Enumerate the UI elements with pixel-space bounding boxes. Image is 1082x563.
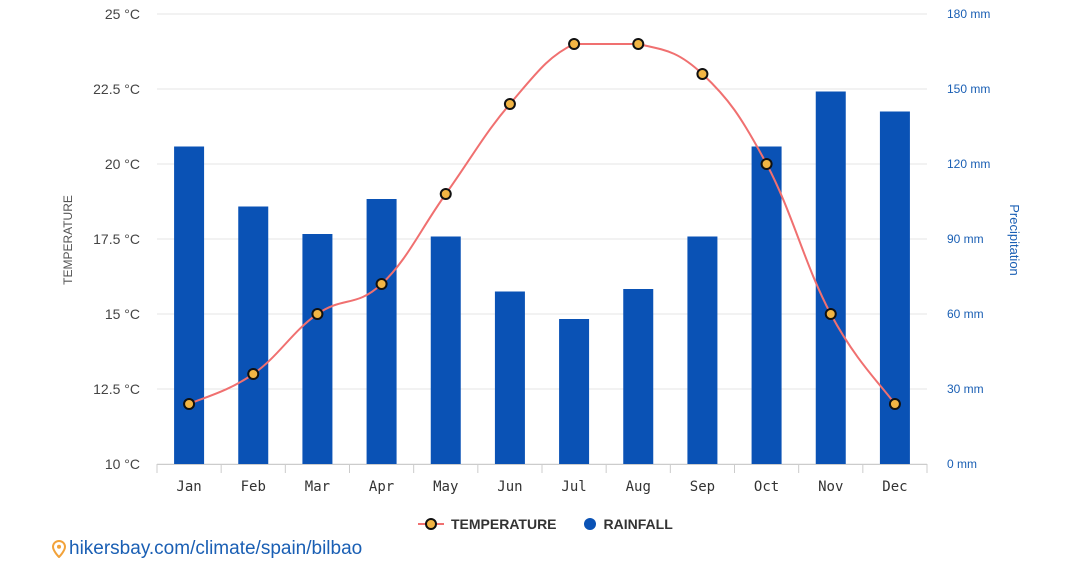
x-tick-label: Nov (818, 479, 843, 495)
x-tick-label: Apr (369, 479, 394, 495)
rainfall-bar[interactable] (623, 289, 654, 464)
x-tick-label: Feb (241, 479, 266, 495)
x-tick-label: Aug (626, 479, 651, 495)
y2-tick-label: 0 mm (947, 457, 977, 471)
y-axis-left-title: TEMPERATURE (61, 195, 75, 285)
rainfall-bar[interactable] (302, 234, 333, 464)
temperature-point[interactable] (824, 308, 837, 320)
x-tick-label: Jun (497, 479, 522, 495)
x-tick-label: Oct (754, 479, 779, 495)
x-tick-label: Mar (305, 479, 330, 495)
rainfall-bar[interactable] (174, 146, 205, 465)
rainfall-bar[interactable] (238, 206, 269, 465)
x-tick-label: May (433, 479, 458, 495)
y-tick-label: 22.5 °C (93, 81, 140, 97)
x-tick-label: Dec (882, 479, 907, 495)
map-pin-icon (52, 540, 66, 558)
temperature-line-path (188, 42, 896, 405)
legend-item-rainfall[interactable]: RAINFALL (583, 516, 673, 532)
y2-tick-label: 30 mm (947, 382, 984, 396)
y2-tick-label: 150 mm (947, 82, 990, 96)
rainfall-bar[interactable] (879, 111, 910, 465)
temperature-point[interactable] (568, 38, 581, 50)
rainfall-bar[interactable] (366, 199, 397, 464)
y-axis-left-ticks: 10 °C 12.5 °C 15 °C 17.5 °C 20 °C 22.5 °C 25 °… (93, 6, 140, 472)
y-axis-right-title: Precipitation (1007, 204, 1022, 276)
temperature-point[interactable] (183, 398, 196, 410)
rainfall-legend-icon (583, 518, 596, 530)
temperature-point[interactable] (632, 38, 645, 50)
y2-tick-label: 120 mm (947, 157, 990, 171)
y2-tick-label: 90 mm (947, 232, 984, 246)
y-tick-label: 12.5 °C (93, 381, 140, 397)
temperature-legend-icon (418, 518, 444, 530)
temperature-point[interactable] (311, 308, 324, 320)
rainfall-bars (174, 91, 910, 465)
temperature-point[interactable] (439, 188, 452, 200)
rainfall-bar[interactable] (559, 319, 590, 464)
legend-label-rainfall: RAINFALL (603, 516, 673, 532)
x-axis: Jan Feb Mar Apr May Jun Jul Aug Sep Oct Nov Dec (156, 464, 928, 495)
temperature-point[interactable] (247, 368, 260, 380)
y-tick-label: 15 °C (105, 306, 140, 322)
y-tick-label: 20 °C (105, 156, 140, 172)
x-tick-label: Jan (176, 479, 201, 495)
y-tick-label: 10 °C (105, 456, 140, 472)
temperature-point[interactable] (760, 158, 773, 170)
x-tick-label: Jul (561, 479, 586, 495)
source-link[interactable]: hikersbay.com/climate/spain/bilbao (52, 538, 362, 560)
legend-item-temperature[interactable]: TEMPERATURE (418, 516, 557, 532)
rainfall-bar[interactable] (751, 146, 782, 465)
temperature-point[interactable] (696, 68, 709, 80)
temperature-point[interactable] (888, 398, 901, 410)
legend: TEMPERATURE RAINFALL (418, 516, 673, 532)
temperature-line (183, 38, 901, 410)
temperature-point[interactable] (375, 278, 388, 290)
source-link-text: hikersbay.com/climate/spain/bilbao (69, 538, 363, 559)
grid-lines (157, 13, 927, 465)
rainfall-bar[interactable] (815, 91, 846, 465)
x-tick-label: Sep (690, 479, 715, 495)
rainfall-bar[interactable] (687, 236, 718, 465)
y-tick-label: 17.5 °C (93, 231, 140, 247)
y2-tick-label: 180 mm (947, 7, 990, 21)
y2-tick-label: 60 mm (947, 307, 984, 321)
rainfall-bar[interactable] (494, 291, 525, 465)
y-tick-label: 25 °C (105, 6, 140, 22)
legend-label-temperature: TEMPERATURE (451, 516, 557, 532)
y-axis-right-ticks: 0 mm 30 mm 60 mm 90 mm 120 mm 150 mm 180 mm (947, 7, 990, 471)
temperature-point[interactable] (503, 98, 516, 110)
rainfall-bar[interactable] (430, 236, 461, 465)
